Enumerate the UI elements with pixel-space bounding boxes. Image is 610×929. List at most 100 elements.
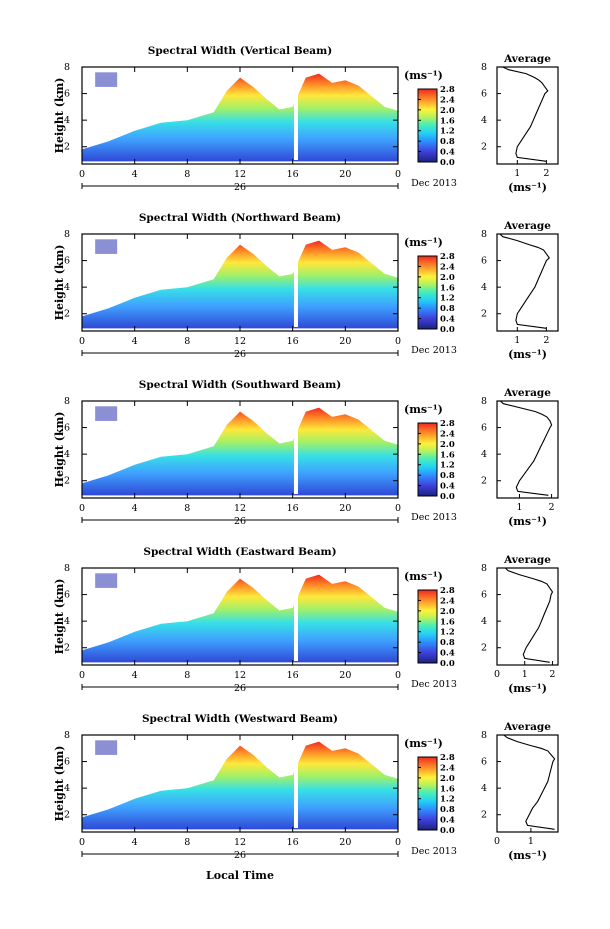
y-tick-label: 8 — [64, 229, 70, 240]
average-y-tick-label: 8 — [481, 229, 487, 240]
echo-field — [82, 573, 398, 663]
x-tick-label: 0 — [395, 670, 401, 681]
y-tick-label: 6 — [64, 423, 70, 434]
average-y-tick-label: 4 — [481, 115, 487, 126]
y-tick-label: 2 — [64, 309, 70, 320]
colorbar-units: (ms⁻¹) — [404, 403, 443, 416]
day-label: 26 — [234, 683, 246, 694]
colorbar-tick-label: 1.2 — [440, 461, 455, 471]
average-profile-line — [499, 233, 551, 329]
x-tick-label: 0 — [79, 503, 85, 514]
y-tick-label: 2 — [64, 142, 70, 153]
colorbar-tick-label: 0.4 — [440, 816, 455, 826]
average-y-tick-label: 6 — [481, 423, 487, 434]
average-y-tick-label: 4 — [481, 616, 487, 627]
average-profile-line — [504, 567, 554, 663]
average-frame — [496, 400, 559, 499]
y-tick-label: 8 — [64, 563, 70, 574]
average-title: Average — [503, 53, 551, 65]
x-tick-label: 16 — [287, 503, 299, 514]
average-frame — [496, 567, 559, 666]
y-tick-label: 8 — [64, 730, 70, 741]
x-tick-label: 0 — [395, 503, 401, 514]
panel-2: Spectral Width (Northward Beam)0 4 8 12 16 20… — [53, 212, 559, 361]
x-tick-label: 16 — [287, 837, 299, 848]
colorbar-tick-label: 2.0 — [440, 106, 455, 116]
average-x-label: (ms⁻¹) — [508, 515, 547, 528]
average-title: Average — [503, 721, 551, 733]
x-tick-label: 12 — [234, 503, 246, 514]
upper-echo-patch — [95, 573, 118, 588]
echo-field-area — [82, 73, 398, 162]
colorbar-tick-label: 1.6 — [440, 450, 455, 460]
echo-field-area — [82, 240, 398, 329]
y-tick-label: 6 — [64, 256, 70, 267]
colorbar-tick-label: 0.0 — [440, 325, 455, 335]
panel-title: Spectral Width (Vertical Beam) — [148, 45, 332, 57]
date-label: Dec 2013 — [411, 178, 457, 189]
echo-field-area — [82, 574, 398, 663]
echo-field — [82, 72, 398, 162]
y-tick-label: 6 — [64, 757, 70, 768]
average-x-label: (ms⁻¹) — [508, 348, 547, 361]
colorbar — [417, 756, 438, 831]
average-x-tick-label: 1 — [528, 836, 534, 847]
echo-field — [82, 406, 398, 496]
x-tick-label: 0 — [395, 336, 401, 347]
panel-title: Spectral Width (Eastward Beam) — [143, 546, 336, 558]
average-x-tick-label: 1 — [522, 669, 528, 680]
x-tick-label: 8 — [184, 503, 190, 514]
y-tick-label: 2 — [64, 476, 70, 487]
average-y-tick-label: 6 — [481, 89, 487, 100]
day-label: 26 — [234, 349, 246, 360]
colorbar-tick-label: 0.4 — [440, 148, 455, 158]
colorbar-tick-label: 2.8 — [440, 419, 455, 429]
colorbar-tick-label: 0.4 — [440, 482, 455, 492]
average-y-tick-label: 2 — [481, 142, 487, 153]
colorbar-tick-label: 0.0 — [440, 158, 455, 168]
upper-echo-patch — [95, 239, 118, 254]
average-y-tick-label: 6 — [481, 757, 487, 768]
x-tick-label: 20 — [339, 169, 351, 180]
echo-field-area — [82, 741, 398, 830]
x-tick-label: 4 — [132, 336, 138, 347]
panel-5: Spectral Width (Westward Beam)0 4 8 12 16 20 0… — [53, 713, 559, 862]
average-x-tick-label: 2 — [543, 168, 549, 179]
average-y-tick-label: 4 — [481, 282, 487, 293]
y-axis-label: Height (km) — [53, 245, 66, 321]
echo-field — [82, 239, 398, 329]
panel-3: Spectral Width (Southward Beam)0 4 8 12 16 20… — [53, 379, 559, 528]
average-x-tick-label: 1 — [514, 168, 520, 179]
average-y-tick-label: 8 — [481, 396, 487, 407]
colorbar-tick-label: 0.8 — [440, 471, 455, 481]
x-tick-label: 0 — [79, 670, 85, 681]
y-tick-label: 4 — [64, 115, 70, 126]
y-tick-label: 4 — [64, 616, 70, 627]
colorbar-tick-label: 0.0 — [440, 659, 455, 669]
y-tick-label: 4 — [64, 783, 70, 794]
colorbar-units: (ms⁻¹) — [404, 570, 443, 583]
average-profile-line — [503, 734, 556, 830]
data-gap — [293, 73, 298, 161]
colorbar-tick-label: 0.0 — [440, 826, 455, 836]
date-label: Dec 2013 — [411, 846, 457, 857]
y-tick-label: 6 — [64, 89, 70, 100]
panel-title: Spectral Width (Westward Beam) — [142, 713, 338, 725]
colorbar-tick-label: 2.0 — [440, 273, 455, 283]
upper-echo-patch — [95, 740, 118, 755]
colorbar-tick-label: 0.4 — [440, 315, 455, 325]
x-tick-label: 8 — [184, 837, 190, 848]
colorbar-tick-label: 1.6 — [440, 283, 455, 293]
colorbar-tick-label: 2.0 — [440, 774, 455, 784]
x-tick-label: 16 — [287, 670, 299, 681]
panel-4: Spectral Width (Eastward Beam)0 4 8 12 16 20 0… — [53, 546, 559, 695]
y-tick-label: 2 — [64, 810, 70, 821]
x-tick-label: 4 — [132, 837, 138, 848]
average-x-tick-label: 1 — [516, 502, 522, 513]
average-frame — [496, 66, 559, 165]
colorbar-units: (ms⁻¹) — [404, 69, 443, 82]
average-y-tick-label: 8 — [481, 563, 487, 574]
average-y-tick-label: 2 — [481, 643, 487, 654]
average-y-tick-label: 4 — [481, 449, 487, 460]
day-label: 26 — [234, 182, 246, 193]
